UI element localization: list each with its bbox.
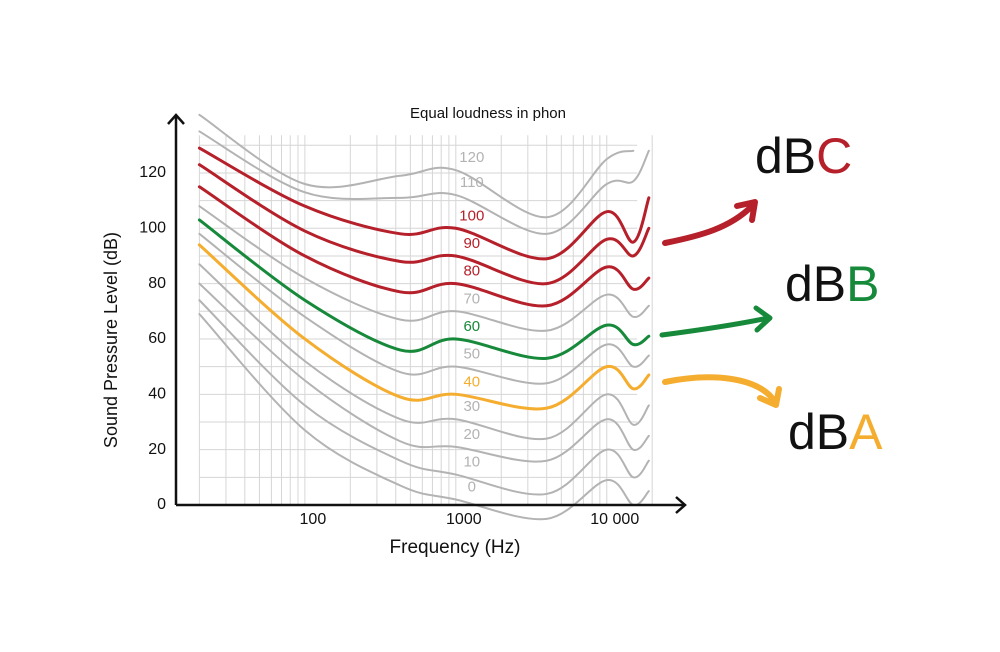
y-tick-label: 60 xyxy=(148,330,166,347)
curve xyxy=(198,282,650,463)
curve xyxy=(197,146,651,261)
curve-label: 0 xyxy=(468,478,476,495)
y-tick-label: 80 xyxy=(148,275,166,292)
annotation-prefix: dB xyxy=(788,404,849,460)
axes xyxy=(167,113,687,514)
annotation-prefix: dB xyxy=(785,256,846,312)
curve-label: 70 xyxy=(463,290,480,307)
x-tick-label: 10 000 xyxy=(590,511,639,528)
grid xyxy=(198,135,653,505)
arrow-a xyxy=(662,374,778,405)
curve xyxy=(198,299,650,496)
y-tick-label: 100 xyxy=(139,220,166,237)
curve xyxy=(198,232,650,385)
annotation-letter: B xyxy=(846,256,879,312)
curve-label: 100 xyxy=(459,207,484,224)
y-axis-arrow xyxy=(167,113,185,125)
annotation: dBB xyxy=(785,256,880,312)
x-axis-arrow xyxy=(675,496,687,514)
curve-label: 50 xyxy=(463,346,480,363)
curve-label: 110 xyxy=(460,174,484,191)
curve xyxy=(197,218,651,360)
y-tick-label: 20 xyxy=(148,441,166,458)
curve xyxy=(198,205,650,332)
arrow-a-head xyxy=(757,386,782,408)
curve-label: 40 xyxy=(463,373,480,390)
arrow-c xyxy=(662,203,755,246)
annotation-letter: C xyxy=(816,128,852,184)
curve xyxy=(198,113,635,219)
curve-label: 120 xyxy=(459,149,484,166)
annotation-letter: A xyxy=(849,404,883,460)
curve xyxy=(197,243,651,411)
curve xyxy=(198,130,650,235)
arrow-b-head xyxy=(753,305,773,333)
y-tick-label: 120 xyxy=(139,164,166,181)
curve-label: 20 xyxy=(463,426,480,443)
curve xyxy=(197,185,651,308)
curve-label: 30 xyxy=(463,398,480,415)
y-tick-label: 40 xyxy=(148,386,166,403)
annotation-prefix: dB xyxy=(755,128,816,184)
x-tick-label: 1000 xyxy=(446,511,482,528)
curve-label: 80 xyxy=(463,263,480,280)
arrow-b xyxy=(659,315,771,338)
curve xyxy=(198,313,650,521)
curve-label: 10 xyxy=(463,454,480,471)
curve-label: 90 xyxy=(463,235,480,252)
curve xyxy=(198,263,650,441)
x-tick-label: 100 xyxy=(300,511,327,528)
curve-label: 60 xyxy=(463,318,480,335)
curve xyxy=(197,163,651,286)
x-axis-label: Frequency (Hz) xyxy=(390,537,521,558)
curves xyxy=(197,113,651,521)
arrow-c-head xyxy=(734,199,758,223)
annotation: dBC xyxy=(755,128,852,184)
chart-title: Equal loudness in phon xyxy=(410,105,566,122)
arrows xyxy=(659,199,782,408)
y-tick-label: 0 xyxy=(157,496,166,513)
y-axis-label: Sound Pressure Level (dB) xyxy=(101,232,121,448)
annotation: dBA xyxy=(788,404,883,460)
